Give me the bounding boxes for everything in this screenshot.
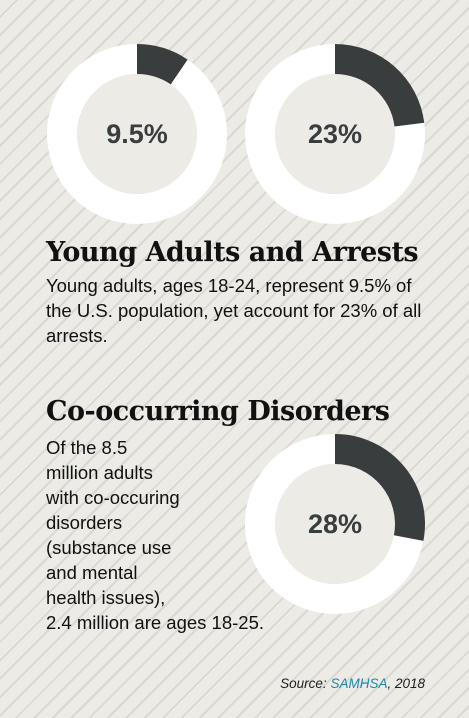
section-title-disorders: Co-occurring Disorders bbox=[46, 396, 390, 427]
source-prefix: Source: bbox=[280, 676, 331, 691]
donut-center bbox=[275, 74, 395, 194]
source-link[interactable]: SAMHSA bbox=[330, 676, 388, 691]
section-body-line: disorders bbox=[46, 512, 123, 533]
donut-center bbox=[77, 74, 197, 194]
section-body-line: (substance use bbox=[46, 537, 172, 558]
donut-slice bbox=[335, 434, 425, 541]
section-body-arrests: Young adults, ages 18-24, represent 9.5%… bbox=[46, 275, 422, 346]
source-suffix: , 2018 bbox=[387, 676, 425, 691]
donut-value-label: 23% bbox=[307, 118, 363, 149]
donut-value-label: 28% bbox=[307, 508, 363, 539]
section-body-line: health issues), bbox=[46, 587, 166, 608]
section-body-line: Of the 8.5 bbox=[46, 437, 128, 458]
donut-slice bbox=[335, 44, 425, 127]
section-body-line: and mental bbox=[46, 562, 138, 583]
donut-chart-population: 9.5% bbox=[47, 44, 227, 224]
donut-center bbox=[275, 464, 395, 584]
section-body-line: with co-occuring bbox=[46, 487, 180, 508]
donut-chart-arrests: 23% bbox=[245, 44, 425, 224]
donut-svg bbox=[245, 434, 425, 614]
donut-slice bbox=[137, 44, 188, 85]
section-body-line: 2.4 million are ages 18-25. bbox=[46, 612, 265, 633]
donut-value-label: 9.5% bbox=[106, 118, 168, 149]
section-body-line: million adults bbox=[46, 462, 153, 483]
donut-svg bbox=[47, 44, 227, 224]
donut-svg bbox=[245, 44, 425, 224]
donut-chart-co-occurring: 28% bbox=[245, 434, 425, 614]
section-title-arrests: Young Adults and Arrests bbox=[46, 237, 419, 268]
source-citation: Source: SAMHSA, 2018 bbox=[280, 676, 425, 691]
